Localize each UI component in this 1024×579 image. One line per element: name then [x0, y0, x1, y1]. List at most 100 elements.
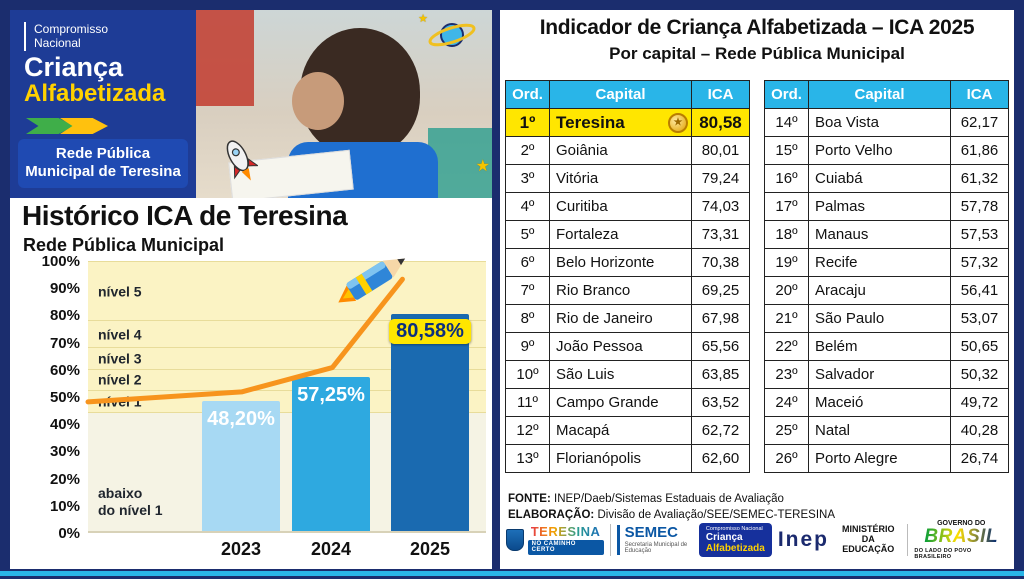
capital-cell: Fortaleza	[549, 220, 692, 249]
capital-cell: Belém	[808, 332, 951, 361]
level-band: nível 5	[88, 261, 486, 322]
ica-cell: 69,25	[691, 276, 750, 305]
mec-line1: MINISTÉRIO DA	[841, 524, 895, 545]
ica-cell: 57,53	[950, 220, 1009, 249]
gov-line2: DO LADO DO POVO BRASILEIRO	[914, 548, 972, 561]
ord-cell: 19º	[764, 248, 809, 277]
ord-cell: 24º	[764, 388, 809, 417]
ica-cell: 65,56	[691, 332, 750, 361]
ranking-row: 5º Fortaleza 73,31	[505, 220, 750, 249]
inep-logo: Inep	[778, 528, 829, 551]
y-axis-ticks: 100% 90% 80% 70% 60% 50% 40% 30% 20% 10% 0%	[14, 253, 80, 542]
bar: 48,20%	[202, 401, 280, 531]
ord-cell: 16º	[764, 164, 809, 193]
capital-cell: João Pessoa	[549, 332, 692, 361]
ica-cell: 56,41	[950, 276, 1009, 305]
ord-cell: 22º	[764, 332, 809, 361]
bar-value-label: 57,25%	[297, 384, 365, 406]
capital-cell: Natal	[808, 416, 951, 445]
col-header-ord: Ord.	[505, 80, 550, 109]
x-tick-label: 2023	[220, 539, 262, 559]
ord-cell: 21º	[764, 304, 809, 333]
student-photo: ★	[196, 10, 492, 198]
capital-cell: Manaus	[808, 220, 951, 249]
col-header-ica: ICA	[950, 80, 1009, 109]
ranking-row: 2º Goiânia 80,01	[505, 136, 750, 165]
teresina-slogan: NO CAMINHO CERTO	[527, 539, 604, 555]
ica-cell: 57,78	[950, 192, 1009, 221]
ord-cell: 18º	[764, 220, 809, 249]
pencil-rocket-icon	[327, 244, 419, 311]
ica-cell: 79,24	[691, 164, 750, 193]
capital-cell: São Paulo	[808, 304, 951, 333]
ord-cell: 14º	[764, 108, 809, 137]
medal-icon	[668, 112, 688, 133]
ranking-row: 21º São Paulo 53,07	[764, 304, 1009, 333]
inep-word: Inep	[777, 528, 829, 552]
ica-cell: 53,07	[950, 304, 1009, 333]
y-tick-label: 70%	[49, 334, 80, 352]
semec-word: SEMEC	[624, 524, 678, 542]
ord-cell: 3º	[505, 164, 550, 193]
y-tick-label: 80%	[49, 307, 80, 325]
ord-cell: 9º	[505, 332, 550, 361]
ica-cell: 70,38	[691, 248, 750, 277]
ord-cell: 10º	[505, 360, 550, 389]
ranking-row: 25º Natal 40,28	[764, 416, 1009, 445]
ranking-row: 22º Belém 50,65	[764, 332, 1009, 361]
program-banner: Compromisso Nacional Criança Alfabetizad…	[10, 10, 492, 198]
ica-cell: 63,85	[691, 360, 750, 389]
y-tick-label: 100%	[41, 253, 80, 270]
capital-cell: Vitória	[549, 164, 692, 193]
teresina-logo: TERESINA NO CAMINHO CERTO	[506, 524, 604, 555]
network-line2: Municipal de Teresina	[25, 163, 181, 181]
y-tick-label: 90%	[49, 280, 80, 298]
divider	[609, 524, 611, 556]
ranking-row: 24º Maceió 49,72	[764, 388, 1009, 417]
chart-plot: nível 5 nível 4 nível 3 nível 2 nível 1 abaix…	[88, 258, 486, 533]
ranking-row: 8º Rio de Janeiro 67,98	[505, 304, 750, 333]
bottom-stripe	[0, 571, 1024, 576]
ica-cell: 40,28	[950, 416, 1009, 445]
ord-cell: 1º	[505, 108, 550, 137]
ica-cell: 61,86	[950, 136, 1009, 165]
ranking-tables: Ord. Capital ICA 1ºTeresina80,582ºGoiâni…	[505, 80, 1009, 473]
fonte-text: INEP/Daeb/Sistemas Estaduais de Avaliaçã…	[554, 493, 784, 505]
program-line: Compromisso	[34, 22, 109, 36]
capital-cell: Campo Grande	[549, 388, 692, 417]
semec-logo: SEMEC Secretaria Municipal de Educação	[616, 524, 693, 555]
ranking-row: 13º Florianópolis 62,60	[505, 444, 750, 473]
ord-cell: 7º	[505, 276, 550, 305]
divider	[907, 524, 909, 556]
y-tick-label: 50%	[49, 388, 80, 406]
semec-subtitle: Secretaria Municipal de Educação	[624, 541, 688, 555]
capital-cell: São Luis	[549, 360, 692, 389]
ord-cell: 15º	[764, 136, 809, 165]
elaboracao-text: Divisão de Avaliação/SEE/SEMEC-TERESINA	[597, 508, 835, 521]
ranking-row: 3º Vitória 79,24	[505, 164, 750, 193]
ord-cell: 2º	[505, 136, 550, 165]
capital-cell: Boa Vista	[808, 108, 951, 137]
fonte-label: FONTE:	[508, 493, 551, 505]
photo-shape	[428, 128, 492, 198]
capital-cell: Goiânia	[549, 136, 692, 165]
ranking-row: 19º Recife 57,32	[764, 248, 1009, 277]
col-header-capital: Capital	[808, 80, 951, 109]
ord-cell: 13º	[505, 444, 550, 473]
capital-cell: Maceió	[808, 388, 951, 417]
col-header-ord: Ord.	[764, 80, 809, 109]
x-axis-labels: 2023 2024 2025	[88, 539, 486, 563]
brand-alfabetizada: Alfabetizada	[24, 80, 166, 108]
capital-cell: Cuiabá	[808, 164, 951, 193]
program-name: Compromisso Nacional	[24, 22, 196, 51]
chart-title: Histórico ICA de Teresina	[22, 200, 348, 231]
network-label: Rede Pública Municipal de Teresina	[18, 138, 188, 188]
capital-cell: Palmas	[808, 192, 951, 221]
saturn-icon	[426, 18, 478, 57]
col-header-ica: ICA	[691, 80, 750, 109]
ord-cell: 25º	[764, 416, 809, 445]
network-line1: Rede Pública	[55, 144, 151, 162]
y-tick-label: 40%	[49, 416, 80, 434]
capital-cell: Florianópolis	[549, 444, 692, 473]
